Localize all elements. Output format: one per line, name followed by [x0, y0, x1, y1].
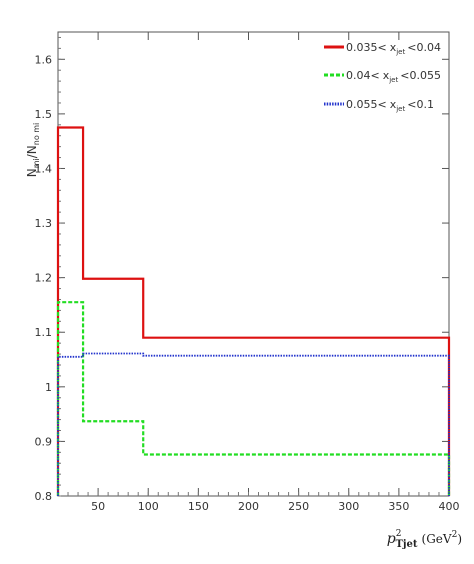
y-tick-label: 1 [45, 381, 52, 394]
y-tick-label: 1.3 [35, 217, 53, 230]
series-line-2 [56, 301, 451, 496]
series-line-3 [57, 352, 450, 496]
x-tick-label: 150 [188, 500, 209, 513]
x-tick-label: 100 [138, 500, 159, 513]
x-axis-label: p2 Tjet (GeV2) [387, 529, 462, 550]
x-tick-label: 50 [91, 500, 105, 513]
x-axis-ticks: 50 100 150 200 250 300 350 400 [67, 32, 460, 513]
x-tick-label: 250 [288, 500, 309, 513]
series-layer [56, 126, 451, 496]
legend-label-3: 0.055< xjet <0.1 [346, 98, 434, 113]
x-tick-label: 350 [388, 500, 409, 513]
y-tick-label: 1.6 [35, 53, 53, 66]
legend-label-2: 0.04< xjet <0.055 [346, 69, 441, 84]
y-tick-label: 0.8 [35, 490, 53, 503]
x-tick-label: 400 [439, 500, 460, 513]
y-tick-label: 1.4 [35, 162, 53, 175]
y-tick-label: 1.2 [35, 272, 53, 285]
y-axis-ticks: 0.8 0.9 1 1.1 1.2 1.3 1.4 1.5 1.6 [35, 36, 449, 503]
legend: 0.035< xjet <0.04 0.04< xjet <0.055 0.055< xjet… [324, 41, 441, 113]
y-axis-label: Nmi/Nno mi [25, 123, 41, 178]
y-tick-label: 1.1 [35, 326, 53, 339]
legend-label-1: 0.035< xjet <0.04 [346, 41, 441, 56]
x-tick-label: 200 [238, 500, 259, 513]
y-tick-label: 1.5 [35, 108, 53, 121]
series-line-1 [56, 126, 451, 496]
x-tick-label: 300 [338, 500, 359, 513]
y-tick-label: 0.9 [35, 435, 53, 448]
